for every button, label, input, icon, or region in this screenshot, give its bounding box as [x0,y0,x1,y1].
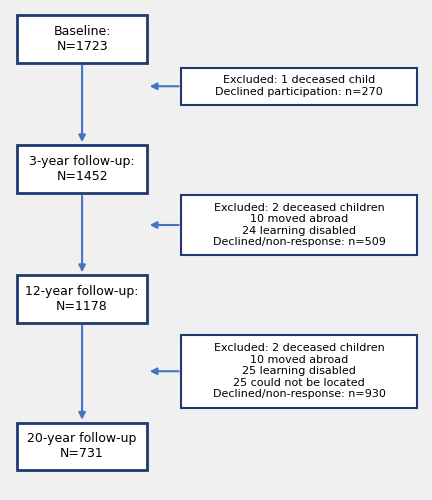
FancyBboxPatch shape [17,15,147,62]
FancyBboxPatch shape [181,68,417,105]
Text: 12-year follow-up:
N=1178: 12-year follow-up: N=1178 [25,285,139,313]
FancyBboxPatch shape [181,335,417,407]
Text: 3-year follow-up:
N=1452: 3-year follow-up: N=1452 [29,155,135,182]
Text: Excluded: 2 deceased children
10 moved abroad
24 learning disabled
Declined/non-: Excluded: 2 deceased children 10 moved a… [213,202,386,248]
FancyBboxPatch shape [181,195,417,255]
FancyBboxPatch shape [17,422,147,470]
FancyBboxPatch shape [17,275,147,322]
Text: Excluded: 2 deceased children
10 moved abroad
25 learning disabled
25 could not : Excluded: 2 deceased children 10 moved a… [213,343,386,400]
Text: Baseline:
N=1723: Baseline: N=1723 [53,24,111,52]
Text: 20-year follow-up
N=731: 20-year follow-up N=731 [27,432,137,460]
Text: Excluded: 1 deceased child
Declined participation: n=270: Excluded: 1 deceased child Declined part… [215,76,383,97]
FancyBboxPatch shape [17,145,147,192]
